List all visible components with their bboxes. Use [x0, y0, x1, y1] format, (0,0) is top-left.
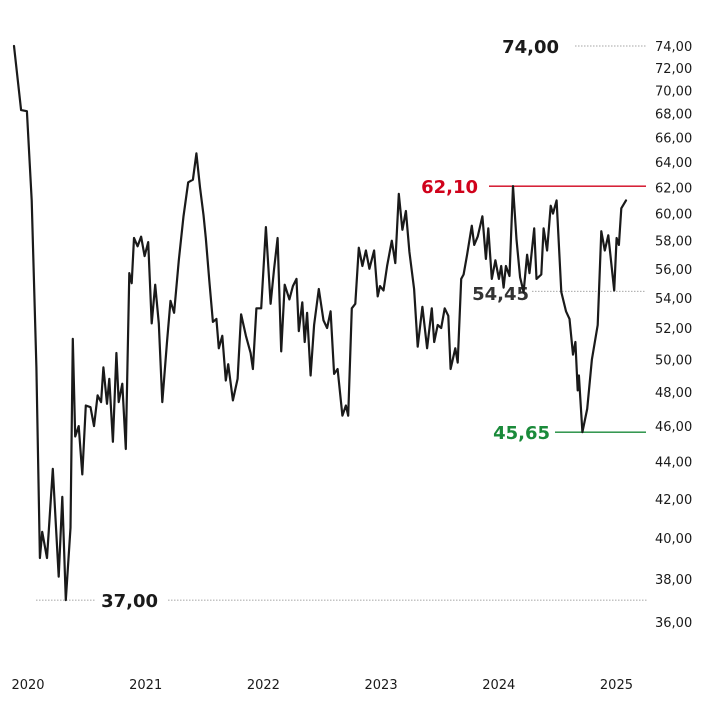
x-tick-label: 2021: [129, 678, 162, 693]
y-tick-label: 60,00: [655, 208, 692, 223]
y-tick-label: 56,00: [655, 263, 692, 278]
y-tick-label: 42,00: [655, 493, 692, 508]
y-tick-label: 40,00: [655, 532, 692, 547]
y-tick-label: 50,00: [655, 353, 692, 368]
y-tick-label: 74,00: [655, 40, 692, 55]
y-tick-label: 64,00: [655, 156, 692, 171]
annotation-label: 62,10: [421, 177, 478, 198]
y-tick-label: 68,00: [655, 108, 692, 123]
x-tick-label: 2022: [247, 678, 280, 693]
x-tick-label: 2023: [365, 678, 398, 693]
x-tick-label: 2024: [482, 678, 515, 693]
y-tick-label: 48,00: [655, 386, 692, 401]
annotation-label: 45,65: [493, 423, 550, 444]
annotation-label: 74,00: [502, 37, 559, 58]
y-tick-label: 58,00: [655, 235, 692, 250]
x-tick-label: 2025: [600, 678, 633, 693]
annotation-label: 54,45: [472, 284, 529, 305]
y-tick-label: 52,00: [655, 322, 692, 337]
y-tick-label: 66,00: [655, 131, 692, 146]
y-tick-label: 44,00: [655, 456, 692, 471]
y-tick-label: 46,00: [655, 420, 692, 435]
y-tick-label: 36,00: [655, 616, 692, 631]
y-tick-label: 38,00: [655, 573, 692, 588]
annotation-label: 37,00: [101, 591, 158, 612]
y-tick-label: 62,00: [655, 181, 692, 196]
x-tick-label: 2020: [11, 678, 44, 693]
y-tick-label: 70,00: [655, 84, 692, 99]
y-tick-label: 54,00: [655, 292, 692, 307]
price-line: [12, 44, 628, 602]
y-tick-label: 72,00: [655, 62, 692, 77]
